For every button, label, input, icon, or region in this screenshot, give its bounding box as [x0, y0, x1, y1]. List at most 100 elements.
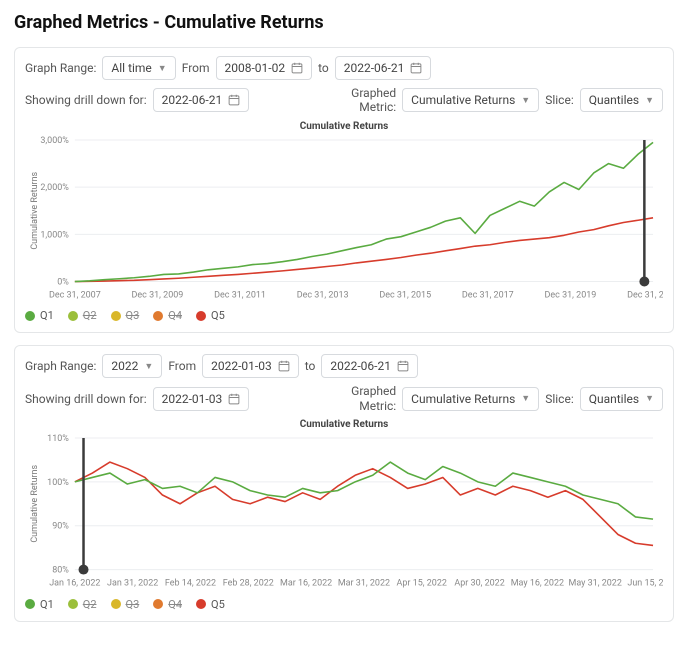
svg-text:3,000%: 3,000%: [40, 136, 69, 146]
legend-item-q5[interactable]: Q5: [196, 309, 225, 322]
from-date-input[interactable]: 2008-01-02: [216, 56, 313, 80]
legend-label: Q5: [211, 309, 225, 322]
legend-swatch: [111, 311, 121, 321]
legend-label: Q3: [126, 598, 140, 611]
page-title: Graphed Metrics - Cumulative Returns: [14, 12, 674, 33]
legend-item-q4[interactable]: Q4: [153, 309, 182, 322]
calendar-icon: [228, 393, 240, 405]
graphed-metric-select[interactable]: Cumulative Returns ▼: [402, 88, 539, 112]
from-date-input[interactable]: 2022-01-03: [202, 354, 299, 378]
drill-down-label: Showing drill down for:: [25, 93, 147, 107]
to-date-input[interactable]: 2022-06-21: [335, 56, 432, 80]
panel1-chart: 0%1,000%2,000%3,000%Dec 31, 2007Dec 31, …: [25, 134, 663, 303]
svg-text:Feb 14, 2022: Feb 14, 2022: [165, 579, 216, 589]
svg-text:0%: 0%: [57, 277, 69, 287]
drill-down-value: 2022-01-03: [162, 392, 223, 406]
graph-range-value: 2022: [111, 359, 138, 373]
legend-swatch: [25, 311, 35, 321]
legend-label: Q5: [211, 598, 225, 611]
legend-label: Q2: [83, 309, 97, 322]
panel1-legend: Q1 Q2 Q3 Q4 Q5: [25, 309, 663, 322]
svg-text:Cumulative Returns: Cumulative Returns: [30, 465, 40, 543]
calendar-icon: [397, 360, 409, 372]
legend-swatch: [25, 599, 35, 609]
from-label: From: [168, 359, 196, 373]
svg-text:Jun 15, 2022: Jun 15, 2022: [627, 579, 663, 589]
svg-text:1,000%: 1,000%: [40, 230, 69, 240]
legend-item-q2[interactable]: Q2: [68, 598, 97, 611]
graph-range-select[interactable]: 2022 ▼: [102, 354, 162, 378]
calendar-icon: [410, 62, 422, 74]
drill-down-date-input[interactable]: 2022-06-21: [153, 88, 250, 112]
panel-all-time: Graph Range: All time ▼ From 2008-01-02 …: [14, 47, 674, 333]
to-date-input[interactable]: 2022-06-21: [321, 354, 418, 378]
graphed-metric-select[interactable]: Cumulative Returns ▼: [402, 387, 539, 411]
legend-swatch: [153, 311, 163, 321]
svg-text:Dec 31, 2013: Dec 31, 2013: [297, 290, 349, 300]
svg-text:Mar 16, 2022: Mar 16, 2022: [280, 579, 332, 589]
chevron-down-icon: ▼: [521, 95, 530, 106]
from-date-value: 2022-01-03: [211, 359, 272, 373]
drill-down-value: 2022-06-21: [162, 93, 223, 107]
svg-text:Jan 31, 2022: Jan 31, 2022: [107, 579, 158, 589]
svg-text:110%: 110%: [47, 434, 69, 444]
legend-swatch: [196, 599, 206, 609]
graph-range-select[interactable]: All time ▼: [102, 56, 175, 80]
graph-range-label: Graph Range:: [25, 61, 96, 75]
chevron-down-icon: ▼: [158, 63, 167, 74]
calendar-icon: [291, 62, 303, 74]
to-date-value: 2022-06-21: [344, 61, 405, 75]
legend-swatch: [68, 311, 78, 321]
panel1-chart-title: Cumulative Returns: [25, 121, 663, 132]
graph-range-value: All time: [111, 61, 151, 75]
legend-item-q3[interactable]: Q3: [111, 309, 140, 322]
svg-text:Dec 31, 2021: Dec 31, 2021: [627, 290, 663, 300]
panel2-controls-bottom: Showing drill down for: 2022-01-03 Graph…: [25, 384, 663, 413]
panel2-controls-top: Graph Range: 2022 ▼ From 2022-01-03 to 2…: [25, 354, 663, 378]
panel2-legend: Q1 Q2 Q3 Q4 Q5: [25, 598, 663, 611]
legend-swatch: [196, 311, 206, 321]
legend-item-q1[interactable]: Q1: [25, 309, 54, 322]
panel2-chart-title: Cumulative Returns: [25, 419, 663, 430]
legend-label: Q4: [168, 309, 182, 322]
legend-item-q4[interactable]: Q4: [153, 598, 182, 611]
legend-item-q3[interactable]: Q3: [111, 598, 140, 611]
slice-value: Quantiles: [589, 392, 639, 406]
svg-text:Dec 31, 2011: Dec 31, 2011: [214, 290, 266, 300]
slice-value: Quantiles: [589, 93, 639, 107]
graphed-metric-label: Graphed Metric:: [351, 86, 396, 115]
legend-label: Q2: [83, 598, 97, 611]
slice-select[interactable]: Quantiles ▼: [580, 387, 663, 411]
svg-text:Dec 31, 2019: Dec 31, 2019: [545, 290, 597, 300]
panel1-controls-bottom: Showing drill down for: 2022-06-21 Graph…: [25, 86, 663, 115]
legend-item-q1[interactable]: Q1: [25, 598, 54, 611]
legend-swatch: [153, 599, 163, 609]
to-label: to: [305, 359, 316, 373]
chevron-down-icon: ▼: [521, 393, 530, 404]
chevron-down-icon: ▼: [144, 361, 153, 372]
legend-label: Q3: [126, 309, 140, 322]
drill-down-label: Showing drill down for:: [25, 392, 147, 406]
chevron-down-icon: ▼: [645, 393, 654, 404]
svg-text:Dec 31, 2017: Dec 31, 2017: [462, 290, 514, 300]
slice-label: Slice:: [545, 93, 574, 107]
svg-text:Dec 31, 2009: Dec 31, 2009: [132, 290, 184, 300]
legend-label: Q1: [40, 598, 54, 611]
svg-text:90%: 90%: [52, 522, 69, 532]
to-label: to: [318, 61, 329, 75]
panel1-controls-top: Graph Range: All time ▼ From 2008-01-02 …: [25, 56, 663, 80]
svg-text:May 16, 2022: May 16, 2022: [511, 579, 564, 589]
svg-text:2,000%: 2,000%: [40, 183, 69, 193]
slice-select[interactable]: Quantiles ▼: [580, 88, 663, 112]
legend-item-q2[interactable]: Q2: [68, 309, 97, 322]
legend-swatch: [68, 599, 78, 609]
svg-text:100%: 100%: [47, 478, 69, 488]
drill-down-date-input[interactable]: 2022-01-03: [153, 387, 250, 411]
svg-text:Apr 15, 2022: Apr 15, 2022: [397, 579, 447, 589]
calendar-icon: [278, 360, 290, 372]
legend-item-q5[interactable]: Q5: [196, 598, 225, 611]
panel2-chart: 80%90%100%110%Jan 16, 2022Jan 31, 2022Fe…: [25, 432, 663, 592]
panel1-chart-container: Cumulative Returns 0% 1,000% 2,000% 3,000% D…: [25, 121, 663, 303]
graphed-metric-label: Graphed Metric:: [351, 384, 396, 413]
graph-range-label: Graph Range:: [25, 359, 96, 373]
